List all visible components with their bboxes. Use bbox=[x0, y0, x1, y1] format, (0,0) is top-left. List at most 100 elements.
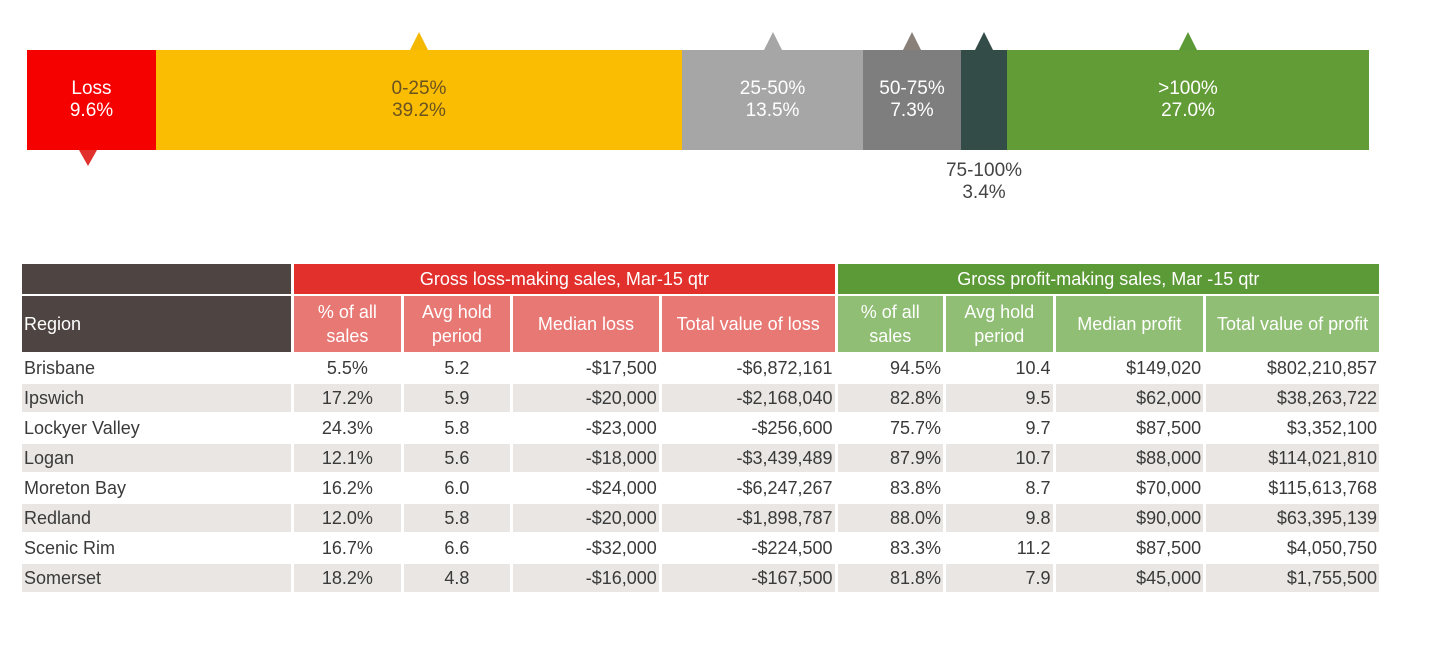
segment-value: 7.3% bbox=[890, 100, 934, 121]
total-profit-cell: $38,263,722 bbox=[1206, 384, 1379, 412]
table-row: Somerset 18.2% 4.8 -$16,000 -$167,500 81.8% 7.… bbox=[22, 564, 1379, 592]
sales-table: Gross loss-making sales, Mar-15 qtr Gros… bbox=[19, 262, 1382, 594]
median-profit-cell: $87,500 bbox=[1136, 417, 1202, 438]
total-profit-cell: $1,755,500 bbox=[1206, 564, 1379, 592]
loss-hold-cell: 5.9 bbox=[403, 384, 511, 412]
table-row: Lockyer Valley 24.3% 5.8 -$23,000 -$256,600 7… bbox=[22, 414, 1379, 442]
loss-hold-cell: 5.8 bbox=[403, 504, 511, 532]
profit-hold-cell: 8.7 bbox=[1025, 477, 1051, 498]
segment-label: 75-100% bbox=[945, 160, 1023, 181]
median-loss-header: Median loss bbox=[513, 296, 659, 352]
total-profit-cell: $114,021,810 bbox=[1206, 444, 1379, 472]
table-row: Moreton Bay 16.2% 6.0 -$24,000 -$6,247,267 83… bbox=[22, 474, 1379, 502]
median-loss-cell: -$20,000 bbox=[513, 384, 659, 412]
total-loss-cell: -$6,872,161 bbox=[736, 357, 833, 378]
segment-value: 13.5% bbox=[745, 100, 800, 121]
median-loss-cell: -$24,000 bbox=[585, 477, 657, 498]
median-profit-cell: $70,000 bbox=[1136, 477, 1202, 498]
loss-hold-cell: 5.6 bbox=[403, 444, 511, 472]
segment-value: 3.4% bbox=[962, 182, 1006, 203]
profit-hold-cell: 7.9 bbox=[946, 564, 1053, 592]
loss-pct-cell: 12.0% bbox=[294, 504, 401, 532]
segment-label: 25-50% bbox=[739, 78, 806, 99]
distribution-stacked-bar: Loss 9.6% 0-25% 39.2% 25-50% 13.5% 50-75% 7.3% 7… bbox=[0, 0, 1440, 230]
bar-segment-5: >100% 27.0% bbox=[1007, 50, 1369, 150]
total-loss-cell: -$3,439,489 bbox=[661, 444, 835, 472]
profit-pct-cell: 94.5% bbox=[889, 357, 942, 378]
total-loss-cell: -$256,600 bbox=[751, 417, 833, 438]
table-row: Scenic Rim 16.7% 6.6 -$32,000 -$224,500 83.3%… bbox=[22, 534, 1379, 562]
segment-value: 27.0% bbox=[1161, 100, 1215, 121]
total-profit-header: Total value of profit bbox=[1206, 296, 1379, 352]
median-profit-cell: $45,000 bbox=[1055, 564, 1204, 592]
region-group-header bbox=[22, 264, 292, 294]
bar-segment-2: 25-50% 13.5% bbox=[682, 50, 863, 150]
group-header-row: Gross loss-making sales, Mar-15 qtr Gros… bbox=[22, 264, 1379, 294]
segment-pointer-1 bbox=[410, 32, 428, 50]
region-cell: Logan bbox=[22, 444, 292, 472]
segment-label: 0-25% bbox=[391, 78, 447, 99]
total-loss-cell: -$6,247,267 bbox=[736, 477, 833, 498]
profit-pct-cell: 87.9% bbox=[837, 444, 944, 472]
loss-pct-header: % of all sales bbox=[294, 296, 401, 352]
segment-pointer-3 bbox=[903, 32, 921, 50]
segment-value: 39.2% bbox=[392, 100, 446, 121]
segment-value: 9.6% bbox=[69, 100, 114, 121]
total-loss-cell: -$2,168,040 bbox=[661, 384, 835, 412]
profit-pct-cell: 75.7% bbox=[889, 417, 942, 438]
table-row: Redland 12.0% 5.8 -$20,000 -$1,898,787 88.0% 9… bbox=[22, 504, 1379, 532]
loss-hold-cell: 5.2 bbox=[444, 357, 470, 378]
median-loss-cell: -$16,000 bbox=[513, 564, 659, 592]
region-column-header: Region bbox=[22, 296, 292, 352]
profit-pct-cell: 81.8% bbox=[837, 564, 944, 592]
total-profit-cell: $4,050,750 bbox=[1286, 537, 1377, 558]
profit-hold-cell: 9.5 bbox=[946, 384, 1053, 412]
profit-hold-cell: 10.7 bbox=[946, 444, 1053, 472]
segment-label: 50-75% bbox=[879, 78, 945, 99]
profit-pct-cell: 83.3% bbox=[889, 537, 942, 558]
median-profit-cell: $62,000 bbox=[1055, 384, 1204, 412]
median-loss-cell: -$23,000 bbox=[585, 417, 657, 438]
region-cell: Somerset bbox=[22, 564, 292, 592]
median-loss-cell: -$32,000 bbox=[585, 537, 657, 558]
total-profit-cell: $3,352,100 bbox=[1286, 417, 1377, 438]
table-body: Brisbane 5.5% 5.2 -$17,500 -$6,872,161 94.5% 1… bbox=[22, 354, 1379, 592]
median-profit-header: Median profit bbox=[1055, 296, 1204, 352]
loss-hold-cell: 6.6 bbox=[444, 537, 470, 558]
loss-pct-cell: 12.1% bbox=[294, 444, 401, 472]
sales-table-container: Gross loss-making sales, Mar-15 qtr Gros… bbox=[22, 262, 1379, 594]
profit-pct-cell: 83.8% bbox=[889, 477, 942, 498]
table-row: Brisbane 5.5% 5.2 -$17,500 -$6,872,161 94.5% 1… bbox=[22, 354, 1379, 382]
bar-segment-1: 0-25% 39.2% bbox=[156, 50, 682, 150]
loss-pct-cell: 24.3% bbox=[321, 417, 373, 438]
profit-hold-header: Avg hold period bbox=[946, 296, 1053, 352]
median-profit-cell: $88,000 bbox=[1055, 444, 1204, 472]
total-profit-cell: $115,613,768 bbox=[1268, 477, 1377, 498]
segment-pointer-5 bbox=[1179, 32, 1197, 50]
region-cell: Lockyer Valley bbox=[24, 417, 140, 438]
total-loss-cell: -$1,898,787 bbox=[661, 504, 835, 532]
loss-pct-cell: 17.2% bbox=[294, 384, 401, 412]
median-loss-cell: -$18,000 bbox=[513, 444, 659, 472]
profit-hold-cell: 9.7 bbox=[1025, 417, 1051, 438]
loss-hold-cell: 5.8 bbox=[444, 417, 470, 438]
region-cell: Moreton Bay bbox=[24, 477, 127, 498]
total-profit-cell: $802,210,857 bbox=[1266, 357, 1377, 378]
total-loss-cell: -$167,500 bbox=[661, 564, 835, 592]
median-loss-cell: -$17,500 bbox=[585, 357, 657, 378]
segment-pointer-0 bbox=[79, 150, 97, 166]
table-row: Logan 12.1% 5.6 -$18,000 -$3,439,489 87.9% 10.… bbox=[22, 444, 1379, 472]
median-profit-cell: $149,020 bbox=[1126, 357, 1202, 378]
segment-pointer-4 bbox=[975, 32, 993, 50]
total-loss-header: Total value of loss bbox=[661, 296, 835, 352]
profit-pct-cell: 82.8% bbox=[837, 384, 944, 412]
bar-segment-0: Loss 9.6% bbox=[27, 50, 156, 150]
region-cell: Redland bbox=[22, 504, 292, 532]
loss-hold-header: Avg hold period bbox=[403, 296, 511, 352]
profit-hold-cell: 10.4 bbox=[1015, 357, 1051, 378]
region-cell: Brisbane bbox=[24, 357, 96, 378]
profit-pct-header: % of all sales bbox=[837, 296, 944, 352]
loss-pct-cell: 16.2% bbox=[321, 477, 373, 498]
segment-label: Loss bbox=[71, 78, 112, 99]
table-row: Ipswich 17.2% 5.9 -$20,000 -$2,168,040 82.8% 9… bbox=[22, 384, 1379, 412]
